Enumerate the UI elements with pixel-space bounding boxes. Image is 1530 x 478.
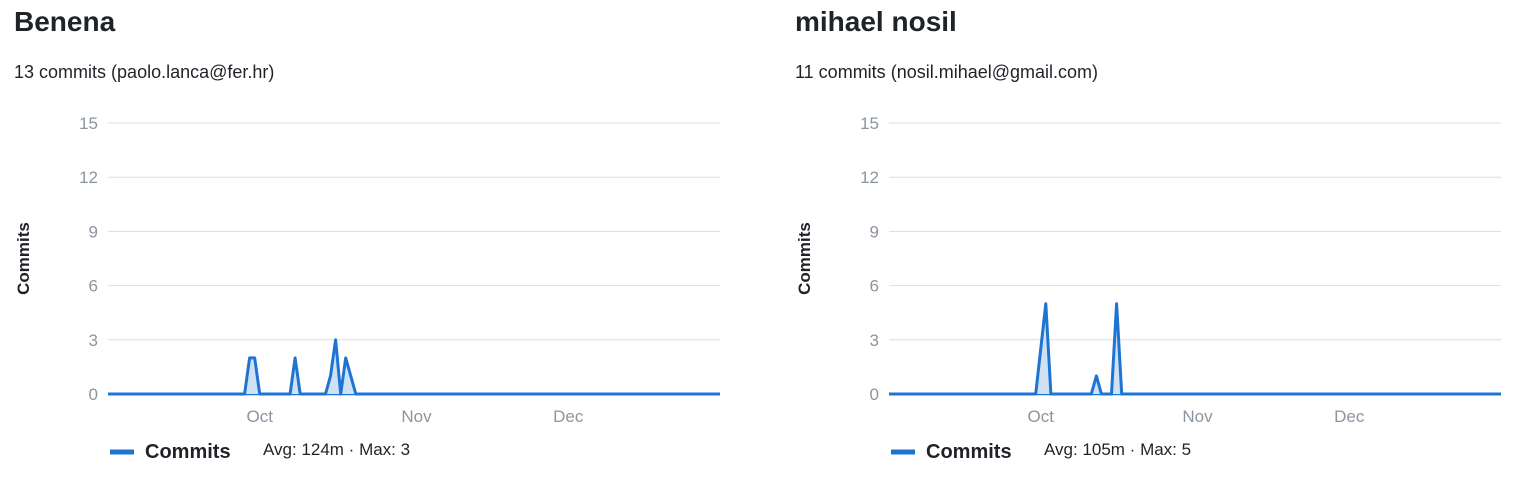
y-tick-label: 9 [89, 222, 98, 241]
data-point[interactable] [252, 355, 258, 361]
legend-stats: Avg: 124m · Max: 3 [263, 440, 410, 459]
x-tick-label: Oct [1028, 407, 1055, 426]
y-tick-label: 15 [860, 114, 879, 133]
data-point[interactable] [333, 337, 339, 343]
data-point[interactable] [343, 355, 349, 361]
data-point[interactable] [1098, 391, 1104, 397]
data-point[interactable] [297, 391, 303, 397]
y-tick-label: 0 [870, 385, 879, 404]
contributor-email: (paolo.lanca@fer.hr) [111, 62, 275, 82]
x-tick-label: Dec [553, 407, 584, 426]
data-point[interactable] [353, 391, 359, 397]
series-area [889, 303, 1501, 394]
data-point[interactable] [1109, 391, 1115, 397]
data-point[interactable] [1114, 301, 1120, 307]
y-tick-label: 9 [870, 222, 879, 241]
contributor-summary: 11 commits (nosil.mihael@gmail.com) [795, 62, 1098, 83]
y-tick-label: 12 [860, 168, 879, 187]
series-line[interactable] [889, 302, 1501, 396]
data-point[interactable] [322, 391, 328, 397]
contributor-email: (nosil.mihael@gmail.com) [890, 62, 1099, 82]
commits-chart[interactable]: 0 3 6 9 12 15 Oct Nov Dec Commits Commits Avg: 124m… [0, 100, 740, 478]
legend-stats: Avg: 105m · Max: 5 [1044, 440, 1191, 459]
commit-count[interactable]: 13 commits [14, 62, 107, 82]
data-point[interactable] [292, 355, 298, 361]
legend-label[interactable]: Commits [926, 441, 1012, 463]
data-point[interactable] [1119, 391, 1125, 397]
commit-count[interactable]: 11 commits [795, 62, 886, 82]
contributor-card-benena: Benena 13 commits (paolo.lanca@fer.hr) 0… [0, 0, 740, 478]
data-point[interactable] [1088, 391, 1094, 397]
x-tick-label: Oct [247, 407, 274, 426]
data-point[interactable] [1093, 373, 1099, 379]
y-tick-label: 12 [79, 168, 98, 187]
data-point[interactable] [328, 373, 334, 379]
data-point[interactable] [338, 391, 344, 397]
data-point[interactable] [886, 391, 892, 397]
data-point[interactable] [257, 391, 263, 397]
y-axis-title: Commits [795, 222, 814, 295]
x-tick-label: Nov [1182, 407, 1213, 426]
commits-chart[interactable]: 0 3 6 9 12 15 Oct Nov Dec Commits Commits Avg: 105m… [781, 100, 1521, 478]
y-tick-label: 3 [89, 331, 98, 350]
y-tick-label: 0 [89, 385, 98, 404]
contributor-card-mihael-nosil: mihael nosil 11 commits (nosil.mihael@gm… [781, 0, 1521, 478]
legend-label[interactable]: Commits [145, 441, 231, 463]
data-point[interactable] [287, 391, 293, 397]
data-point[interactable] [1033, 391, 1039, 397]
data-point[interactable] [1498, 391, 1504, 397]
series-area [108, 339, 720, 394]
contributor-summary: 13 commits (paolo.lanca@fer.hr) [14, 62, 274, 83]
series-line[interactable] [108, 338, 720, 396]
y-tick-label: 6 [870, 277, 879, 296]
y-tick-label: 15 [79, 114, 98, 133]
x-tick-label: Dec [1334, 407, 1365, 426]
data-point[interactable] [1048, 391, 1054, 397]
data-point[interactable] [242, 391, 248, 397]
data-point[interactable] [717, 391, 723, 397]
contributor-name[interactable]: Benena [14, 6, 116, 37]
data-point[interactable] [1043, 301, 1049, 307]
y-axis-title: Commits [14, 222, 33, 295]
contributor-name[interactable]: mihael nosil [795, 6, 957, 37]
data-point[interactable] [105, 391, 111, 397]
y-tick-label: 3 [870, 331, 879, 350]
y-tick-label: 6 [89, 277, 98, 296]
x-tick-label: Nov [401, 407, 432, 426]
